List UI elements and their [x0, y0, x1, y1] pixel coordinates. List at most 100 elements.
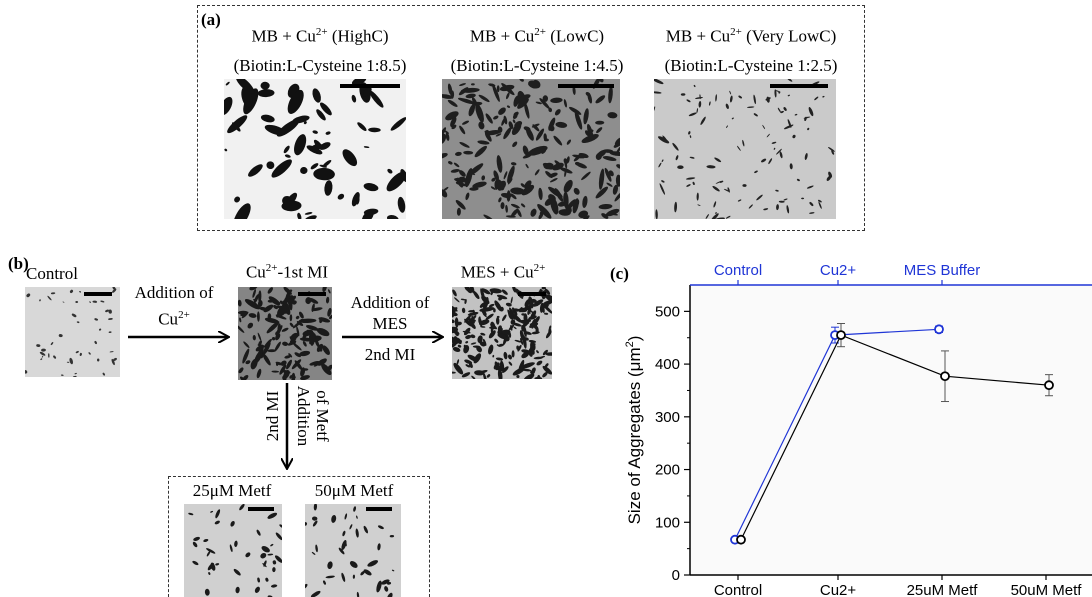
aggregate-particle — [192, 560, 199, 566]
aggregate-particle — [471, 83, 475, 86]
aggregate-particle — [233, 568, 241, 576]
aggregate-particle — [655, 209, 658, 219]
aggregate-particle — [252, 335, 256, 341]
aggregate-particle — [786, 205, 790, 214]
aggregate-size-chart: 0 100 200 300 400 500 Control Cu2+ 25uM Metf 50uM… — [624, 262, 1092, 597]
aggregate-particle — [465, 93, 476, 99]
aggregate-particle — [463, 150, 474, 155]
aggregate-particle — [188, 512, 194, 516]
aggregate-particle — [481, 175, 486, 181]
aggregate-particle — [450, 90, 455, 99]
aggregate-particle — [492, 83, 500, 102]
aggregate-particle — [76, 321, 80, 324]
aggregate-particle — [108, 331, 112, 334]
aggregate-particle — [794, 113, 798, 116]
aggregate-particle — [275, 361, 283, 366]
aggregate-particle — [688, 112, 697, 117]
aggregate-particle — [574, 111, 583, 130]
aggregate-particle — [737, 145, 741, 151]
aggregate-particle — [313, 504, 318, 511]
arrows-panel-b — [128, 0, 600, 597]
aggregate-particle — [541, 287, 547, 290]
aggregate-particle — [442, 94, 454, 99]
aggregate-particle — [357, 122, 367, 131]
aggregate-particle — [485, 313, 494, 320]
aggregate-particle — [508, 361, 513, 366]
aggregate-particle — [543, 138, 549, 142]
aggregate-particle — [453, 162, 460, 168]
aggregate-particle — [267, 287, 273, 294]
aggregate-particle — [25, 370, 28, 374]
aggregate-particle — [454, 317, 459, 328]
aggregate-particle — [463, 344, 467, 350]
aggregate-particle — [324, 180, 333, 196]
aggregate-particle — [596, 150, 607, 158]
aggregate-particle — [247, 322, 254, 329]
aggregate-particle — [284, 154, 291, 158]
aggregate-particle — [289, 337, 297, 343]
aggregate-particle — [761, 158, 767, 163]
aggregate-particle — [453, 362, 464, 375]
aggregate-particle — [75, 350, 79, 354]
aggregate-particle — [615, 174, 620, 187]
aggregate-particle — [688, 131, 691, 135]
aggregate-particle — [452, 289, 457, 297]
aggregate-particle — [245, 552, 251, 558]
aggregate-particle — [587, 92, 593, 104]
aggregate-particle — [796, 178, 800, 182]
aggregate-particle — [598, 79, 604, 83]
micrograph-very-low-concentration — [654, 79, 836, 219]
aggregate-particle — [537, 203, 552, 219]
aggregate-particle — [610, 213, 618, 216]
aggregate-particle — [367, 560, 379, 567]
aggregate-particle — [705, 214, 709, 219]
aggregate-particle — [265, 577, 269, 582]
aggregate-particle — [566, 199, 576, 211]
aggregate-particle — [260, 114, 275, 123]
aggregate-particle — [480, 332, 486, 336]
aggregate-particle — [490, 323, 498, 330]
aggregate-particle — [566, 139, 572, 145]
aggregate-particle — [539, 97, 550, 110]
aggregate-particle — [491, 177, 496, 182]
aggregate-particle — [337, 193, 345, 200]
aggregate-particle — [698, 101, 702, 108]
aggregate-particle — [524, 180, 532, 189]
aggregate-particle — [235, 79, 255, 94]
aggregate-particle — [244, 299, 261, 310]
aggregate-particle — [257, 300, 263, 307]
aggregate-particle — [696, 108, 699, 113]
aggregate-particle — [479, 341, 486, 347]
scale-bar — [366, 507, 392, 511]
aggregate-particle — [302, 329, 314, 337]
aggregate-particle — [391, 569, 395, 572]
panel-a-caption-1b: (Biotin:L-Cysteine 1:8.5) — [233, 56, 407, 75]
aggregate-particle — [521, 351, 530, 359]
aggregate-particle — [496, 85, 500, 93]
aggregate-particle — [263, 560, 267, 567]
aggregate-particle — [513, 95, 520, 107]
aggregate-particle — [363, 146, 370, 148]
aggregate-particle — [252, 289, 257, 298]
aggregate-particle — [267, 349, 277, 353]
aggregate-particle — [677, 165, 684, 169]
aggregate-particle — [497, 327, 503, 335]
aggregate-particle — [482, 338, 487, 346]
aggregate-particle — [232, 122, 241, 132]
aggregate-particle — [596, 127, 603, 134]
aggregate-particle — [452, 347, 461, 352]
aggregate-particle — [304, 212, 313, 215]
aggregate-particle — [282, 341, 289, 346]
aggregate-particle — [778, 200, 785, 203]
aggregate-particle — [387, 168, 393, 174]
aggregate-particle — [317, 358, 327, 366]
aggregate-particle — [529, 346, 535, 355]
aggregate-particle — [536, 350, 539, 354]
aggregate-particle — [672, 142, 679, 151]
aggregate-particle — [477, 335, 483, 344]
aggregate-particle — [514, 339, 523, 343]
aggregate-particle — [300, 166, 308, 175]
aggregate-particle — [474, 145, 487, 158]
aggregate-particle — [36, 344, 41, 348]
aggregate-particle — [312, 520, 318, 527]
